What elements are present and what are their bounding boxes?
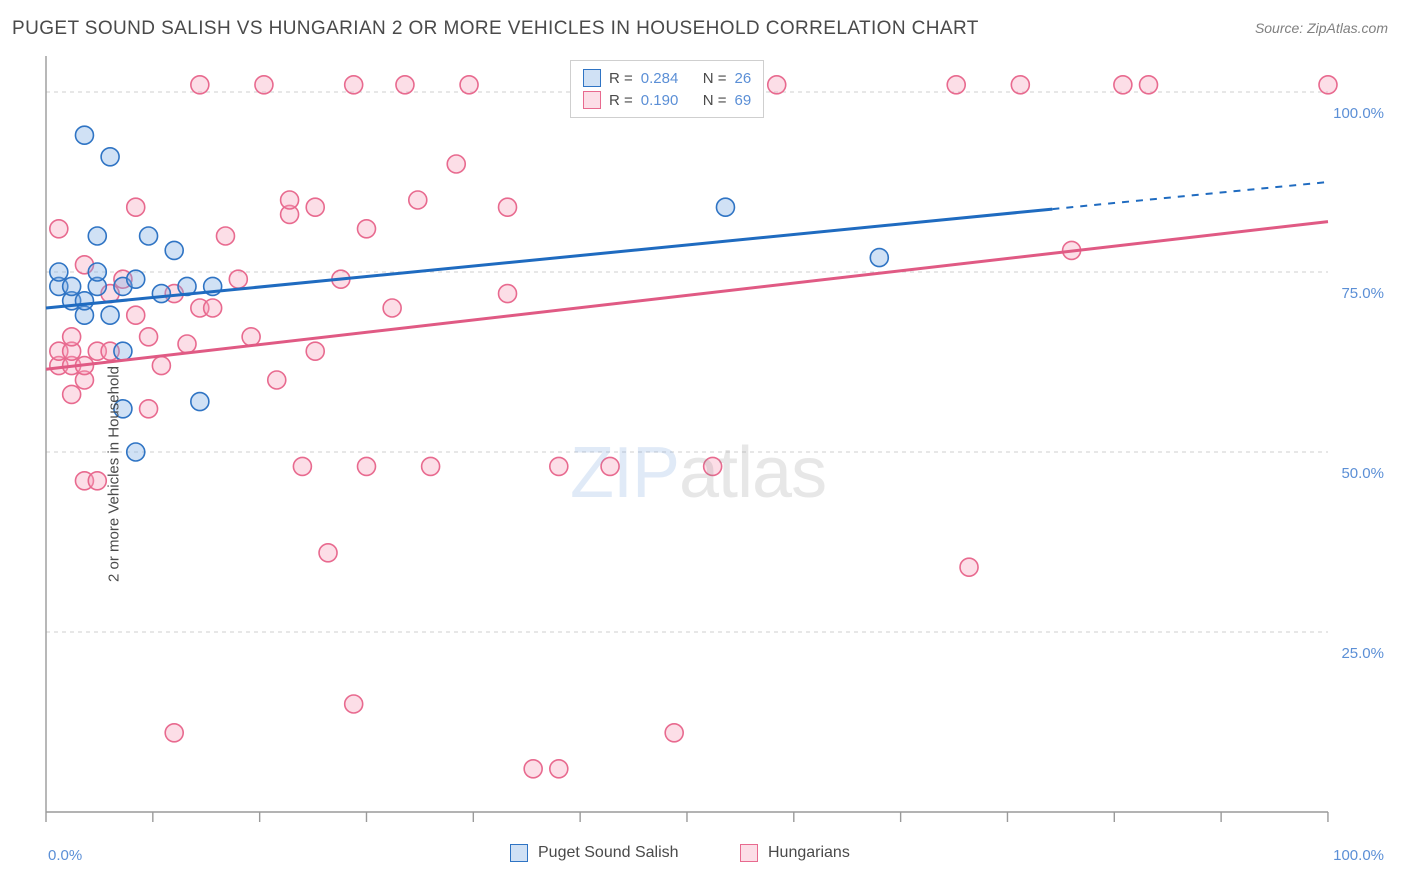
point-hungarians [255,76,273,94]
point-hungarians [345,76,363,94]
point-hungarians [165,724,183,742]
point-hungarians [960,558,978,576]
point-hungarians [358,457,376,475]
series-legend-label: Puget Sound Salish [538,844,679,862]
point-hungarians [140,400,158,418]
point-salish [191,393,209,411]
y-tick-label: 100.0% [1333,105,1384,122]
point-hungarians [140,328,158,346]
swatch-salish-icon [583,69,601,87]
chart-container: 2 or more Vehicles in Household 25.0% 50.… [0,56,1406,892]
scatter-chart: 25.0% 50.0% 75.0% 100.0% 0.0% 100.0% [0,56,1406,892]
point-hungarians [152,357,170,375]
swatch-hungarians-icon [583,91,601,109]
x-tick-label: 100.0% [1333,847,1384,864]
point-hungarians [1319,76,1337,94]
point-salish [870,249,888,267]
point-hungarians [383,299,401,317]
r-value: 0.190 [641,92,695,109]
point-salish [127,270,145,288]
point-hungarians [768,76,786,94]
point-hungarians [665,724,683,742]
point-hungarians [358,220,376,238]
point-salish [63,277,81,295]
point-hungarians [704,457,722,475]
point-salish [114,342,132,360]
point-hungarians [191,76,209,94]
r-label: R = [609,92,633,109]
point-hungarians [63,328,81,346]
point-hungarians [319,544,337,562]
series-legend-item: Hungarians [740,844,850,862]
series-legend-item: Puget Sound Salish [510,844,679,862]
point-hungarians [268,371,286,389]
chart-title: PUGET SOUND SALISH VS HUNGARIAN 2 OR MOR… [12,18,979,40]
point-hungarians [1140,76,1158,94]
point-hungarians [63,385,81,403]
correlation-legend-row: R = 0.190 N = 69 [583,89,751,111]
point-salish [127,443,145,461]
point-hungarians [550,457,568,475]
point-hungarians [281,191,299,209]
n-label: N = [703,70,727,87]
point-salish [165,241,183,259]
point-hungarians [499,198,517,216]
point-hungarians [601,457,619,475]
point-hungarians [127,306,145,324]
y-tick-label: 75.0% [1341,285,1384,302]
point-salish [88,227,106,245]
point-salish [140,227,158,245]
correlation-legend-row: R = 0.284 N = 26 [583,67,751,89]
y-tick-label: 50.0% [1341,465,1384,482]
point-salish [101,148,119,166]
correlation-legend: R = 0.284 N = 26 R = 0.190 N = 69 [570,60,764,118]
swatch-hungarians-icon [740,844,758,862]
point-hungarians [447,155,465,173]
point-hungarians [524,760,542,778]
point-hungarians [127,198,145,216]
point-hungarians [947,76,965,94]
trendline-salish-dashed [1052,182,1328,209]
point-salish [75,126,93,144]
trendline-salish [46,209,1052,308]
point-salish [716,198,734,216]
point-hungarians [204,299,222,317]
point-salish [50,263,68,281]
n-value: 69 [735,92,752,109]
point-hungarians [178,335,196,353]
point-hungarians [306,198,324,216]
point-hungarians [1011,76,1029,94]
series-legend-label: Hungarians [768,844,850,862]
point-hungarians [396,76,414,94]
point-salish [101,306,119,324]
n-label: N = [703,92,727,109]
point-hungarians [1114,76,1132,94]
point-hungarians [345,695,363,713]
point-hungarians [460,76,478,94]
point-hungarians [306,342,324,360]
swatch-salish-icon [510,844,528,862]
point-hungarians [409,191,427,209]
n-value: 26 [735,70,752,87]
r-value: 0.284 [641,70,695,87]
source-label: Source: ZipAtlas.com [1255,20,1388,36]
point-hungarians [293,457,311,475]
point-hungarians [216,227,234,245]
point-hungarians [88,472,106,490]
point-salish [152,285,170,303]
point-hungarians [229,270,247,288]
point-salish [75,292,93,310]
y-tick-label: 25.0% [1341,645,1384,662]
x-tick-label: 0.0% [48,847,82,864]
point-hungarians [422,457,440,475]
point-hungarians [499,285,517,303]
point-salish [88,263,106,281]
point-hungarians [550,760,568,778]
r-label: R = [609,70,633,87]
point-hungarians [50,220,68,238]
point-hungarians [242,328,260,346]
y-axis-label: 2 or more Vehicles in Household [105,366,122,582]
